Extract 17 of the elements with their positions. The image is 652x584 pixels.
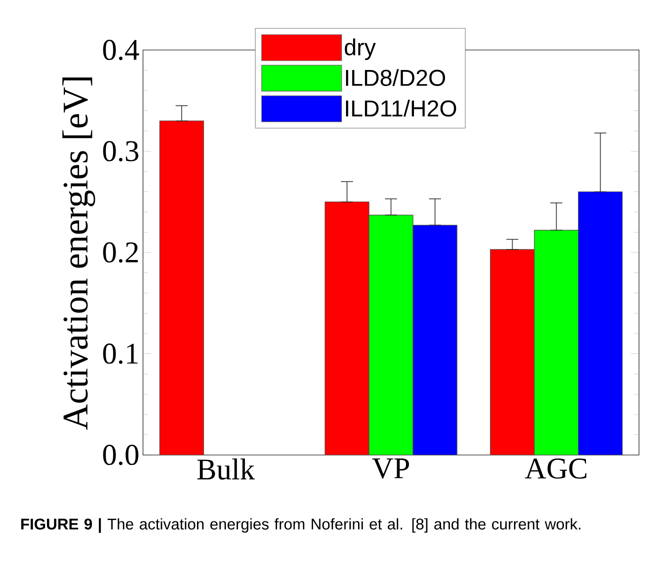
y-axis-title: Activation energies [eV] <box>62 78 96 430</box>
y-tick-label: 0.1 <box>103 344 138 364</box>
y-tick-label: 0.2 <box>103 242 138 263</box>
y-tick-label: 0.3 <box>103 141 138 162</box>
y-tick-label: 0.4 <box>103 40 140 60</box>
bar <box>534 230 579 455</box>
legend-label: ILD8/D2O <box>346 69 446 86</box>
x-tick-label: AGC <box>524 458 586 479</box>
y-tick-label: 0.0 <box>103 444 138 466</box>
text: FIGURE 9 | The activation energies from Noferini et al. [8] and the current work. <box>21 518 580 533</box>
bar <box>412 224 458 455</box>
x-tick-label: VP <box>372 458 409 479</box>
x-tick-label: Bulk <box>197 458 255 480</box>
bar <box>368 214 414 455</box>
legend-label: dry <box>344 38 376 60</box>
bar <box>578 191 623 455</box>
legend-label: ILD11/H2O <box>346 100 456 117</box>
